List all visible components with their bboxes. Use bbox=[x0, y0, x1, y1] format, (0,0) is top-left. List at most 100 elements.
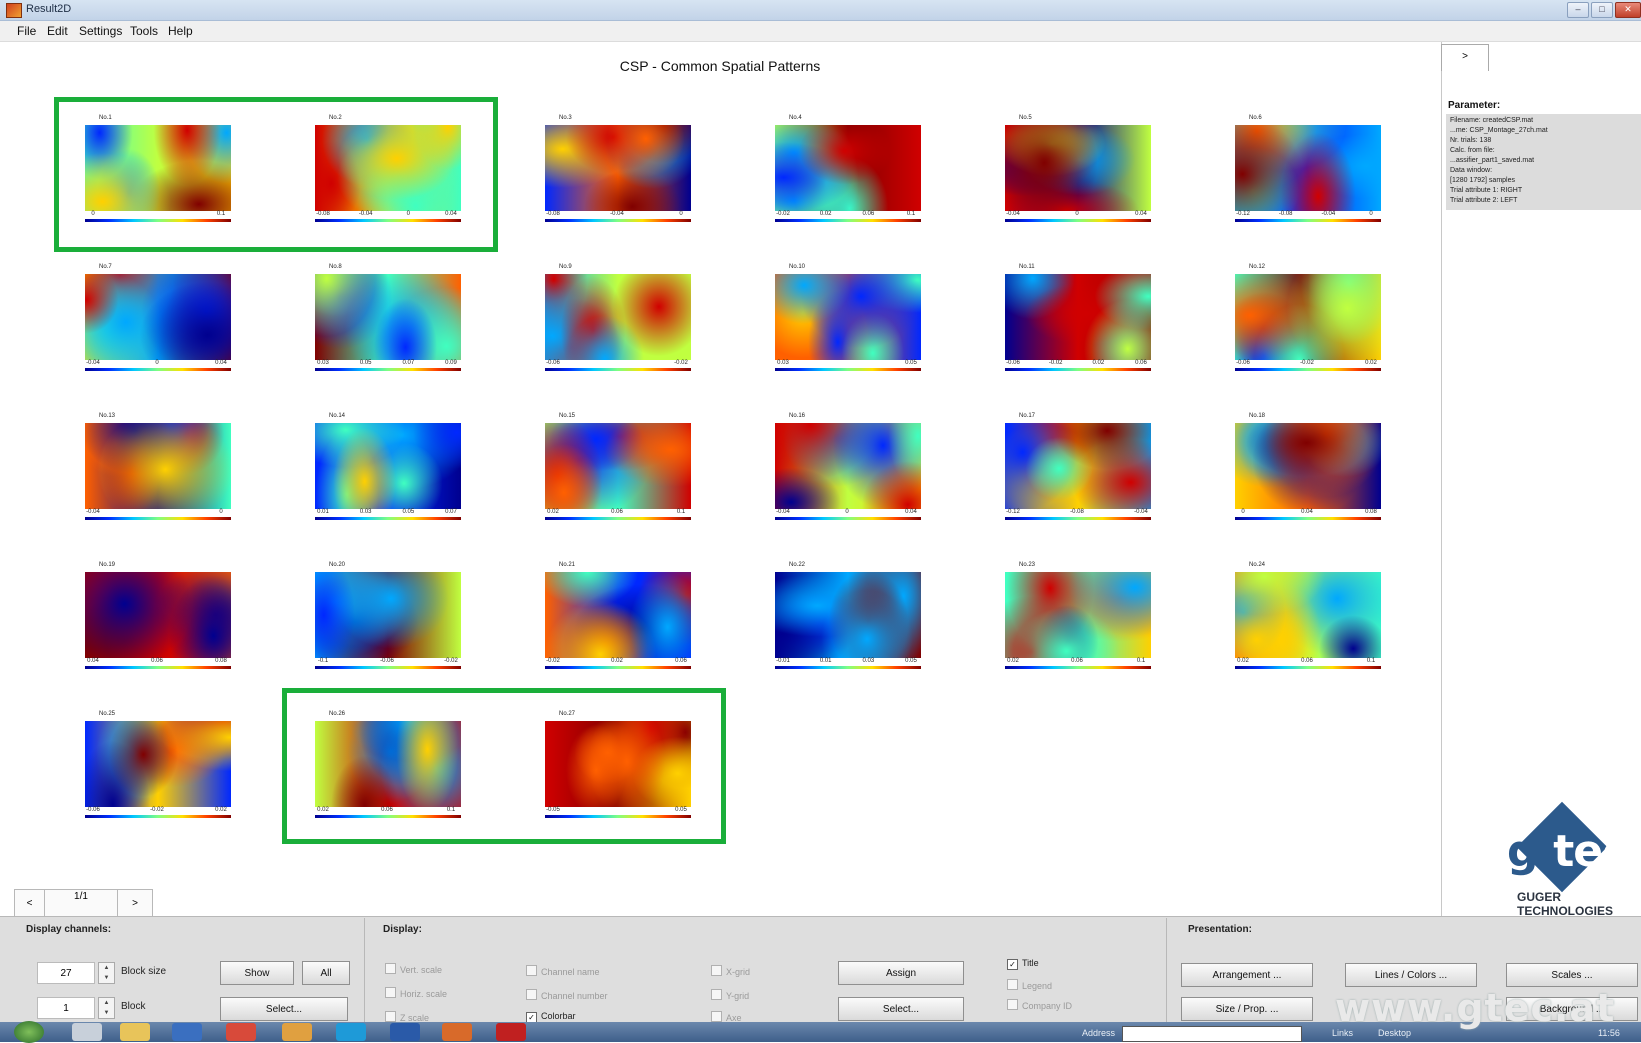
plot-label: No.4 bbox=[789, 115, 802, 121]
colorbar-tick: 0.06 bbox=[1301, 658, 1313, 664]
title-checkbox[interactable]: ✓ Title bbox=[1007, 958, 1039, 970]
start-button[interactable] bbox=[14, 1021, 44, 1043]
colorbar bbox=[1005, 517, 1151, 520]
maximize-button[interactable]: □ bbox=[1591, 2, 1613, 18]
csp-pattern-plot: No.12 -0.06 -0.02 0.02 bbox=[1235, 264, 1381, 371]
z-scale-checkbox[interactable]: Z scale bbox=[385, 1011, 429, 1023]
menu-edit[interactable]: Edit bbox=[47, 24, 68, 38]
show-button[interactable]: Show bbox=[220, 961, 294, 985]
block-stepper[interactable]: ▲ ▼ bbox=[98, 997, 115, 1019]
menu-bar: File Edit Settings Tools Help bbox=[0, 21, 1641, 42]
plot-label: No.12 bbox=[1249, 264, 1266, 270]
axe-checkbox[interactable]: Axe bbox=[711, 1011, 742, 1023]
colorbar-tick: 0.1 bbox=[1136, 658, 1146, 664]
topographic-map bbox=[85, 572, 231, 658]
legend-checkbox[interactable]: Legend bbox=[1007, 979, 1052, 991]
colorbar-tick: -0.06 bbox=[1006, 360, 1020, 366]
colorbar-tick: 0.03 bbox=[359, 509, 372, 515]
colorbar-tick: 0.04 bbox=[1135, 211, 1147, 217]
plot-label: No.3 bbox=[559, 115, 572, 121]
x-grid-checkbox[interactable]: X-grid bbox=[711, 965, 750, 977]
colorbar-tick: -0.06 bbox=[546, 360, 560, 366]
block-size-stepper[interactable]: ▲ ▼ bbox=[98, 962, 115, 984]
arrangement-button[interactable]: Arrangement ... bbox=[1181, 963, 1313, 987]
parameter-box bbox=[1446, 114, 1641, 210]
csp-pattern-plot: No.22 -0.01 0.01 0.03 0.05 bbox=[775, 562, 921, 669]
topographic-map bbox=[1235, 572, 1381, 658]
channel-number-checkbox[interactable]: Channel number bbox=[526, 989, 608, 1001]
topographic-map bbox=[1235, 423, 1381, 509]
menu-help[interactable]: Help bbox=[168, 24, 193, 38]
browser-icon[interactable] bbox=[172, 1023, 202, 1041]
scales-button[interactable]: Scales ... bbox=[1506, 963, 1638, 987]
menu-tools[interactable]: Tools bbox=[130, 24, 159, 38]
vert-scale-checkbox[interactable]: Vert. scale bbox=[385, 963, 442, 975]
colorbar bbox=[775, 368, 921, 371]
assign-button[interactable]: Assign bbox=[838, 961, 964, 985]
block-field[interactable]: 1 bbox=[37, 997, 95, 1019]
mail-icon[interactable] bbox=[282, 1023, 312, 1041]
plot-label: No.23 bbox=[1019, 562, 1036, 568]
all-button[interactable]: All bbox=[302, 961, 350, 985]
minimize-button[interactable]: – bbox=[1567, 2, 1589, 18]
csp-pattern-plot: No.6 -0.12 -0.08 -0.04 0 bbox=[1235, 115, 1381, 222]
colorbar-tick: 0.04 bbox=[1301, 509, 1313, 515]
menu-settings[interactable]: Settings bbox=[79, 24, 123, 38]
topographic-map bbox=[1005, 125, 1151, 211]
folder-icon[interactable] bbox=[120, 1023, 150, 1041]
colorbar-tick: -0.06 bbox=[86, 807, 100, 813]
size-prop-button[interactable]: Size / Prop. ... bbox=[1181, 997, 1313, 1021]
colorbar-tick: 0.02 bbox=[611, 658, 623, 664]
colorbar bbox=[85, 517, 231, 520]
block-size-field[interactable]: 27 bbox=[37, 962, 95, 984]
lines-colors-button[interactable]: Lines / Colors ... bbox=[1345, 963, 1477, 987]
colorbar-tick: 0.06 bbox=[862, 211, 875, 217]
matlab-icon[interactable] bbox=[442, 1023, 472, 1041]
section-divider bbox=[1166, 918, 1167, 1022]
colorbar bbox=[85, 368, 231, 371]
colorbar-tick: 0.05 bbox=[359, 360, 372, 366]
panel-collapse-tab[interactable]: > bbox=[1441, 44, 1489, 71]
colorbar bbox=[1005, 368, 1151, 371]
csp-pattern-plot: No.10 0.03 0.05 bbox=[775, 264, 921, 371]
y-grid-checkbox[interactable]: Y-grid bbox=[711, 989, 749, 1001]
colorbar-tick: 0.03 bbox=[862, 658, 875, 664]
links-label[interactable]: Links bbox=[1332, 1028, 1354, 1038]
search-icon[interactable] bbox=[72, 1023, 102, 1041]
colorbar-tick: 0.06 bbox=[1135, 360, 1147, 366]
address-field[interactable] bbox=[1122, 1026, 1302, 1042]
title-bar: Result2D – □ ✕ bbox=[0, 0, 1641, 21]
colorbar bbox=[1235, 666, 1381, 669]
topographic-map bbox=[315, 423, 461, 509]
colorbar-tick: -0.01 bbox=[776, 658, 790, 664]
plot-label: No.1 bbox=[99, 115, 112, 121]
channel-select-button[interactable]: Select... bbox=[220, 997, 348, 1021]
horiz-scale-checkbox[interactable]: Horiz. scale bbox=[385, 987, 447, 999]
plot-label: No.2 bbox=[329, 115, 342, 121]
display-label: Display: bbox=[383, 924, 422, 935]
csp-pattern-plot: No.11 -0.06 -0.02 0.02 0.06 bbox=[1005, 264, 1151, 371]
menu-file[interactable]: File bbox=[17, 24, 37, 38]
colorbar-tick: -0.02 bbox=[1048, 360, 1063, 366]
topographic-map bbox=[1005, 274, 1151, 360]
acrobat-icon[interactable] bbox=[496, 1023, 526, 1041]
colorbar-tick: -0.12 bbox=[1006, 509, 1020, 515]
word-icon[interactable] bbox=[390, 1023, 420, 1041]
csp-pattern-plot: No.21 -0.02 0.02 0.06 bbox=[545, 562, 691, 669]
chrome-icon[interactable] bbox=[226, 1023, 256, 1041]
colorbar-tick: -0.04 bbox=[358, 211, 373, 217]
csp-pattern-plot: No.20 -0.1 -0.06 -0.02 bbox=[315, 562, 461, 669]
desktop-label[interactable]: Desktop bbox=[1378, 1028, 1412, 1038]
colorbar bbox=[545, 368, 691, 371]
csp-pattern-plot: No.19 0.04 0.06 0.08 bbox=[85, 562, 231, 669]
plot-label: No.7 bbox=[99, 264, 112, 270]
display-select-button[interactable]: Select... bbox=[838, 997, 964, 1021]
plot-label: No.24 bbox=[1249, 562, 1266, 568]
background-button[interactable]: Background ... bbox=[1506, 997, 1638, 1021]
colorbar-tick: 0.01 bbox=[819, 658, 832, 664]
company-id-checkbox[interactable]: Company ID bbox=[1007, 999, 1072, 1011]
skype-icon[interactable] bbox=[336, 1023, 366, 1041]
channel-name-checkbox[interactable]: Channel name bbox=[526, 965, 600, 977]
close-button[interactable]: ✕ bbox=[1615, 2, 1641, 18]
parameter-line: Filename: createdCSP.mat bbox=[1450, 117, 1534, 124]
